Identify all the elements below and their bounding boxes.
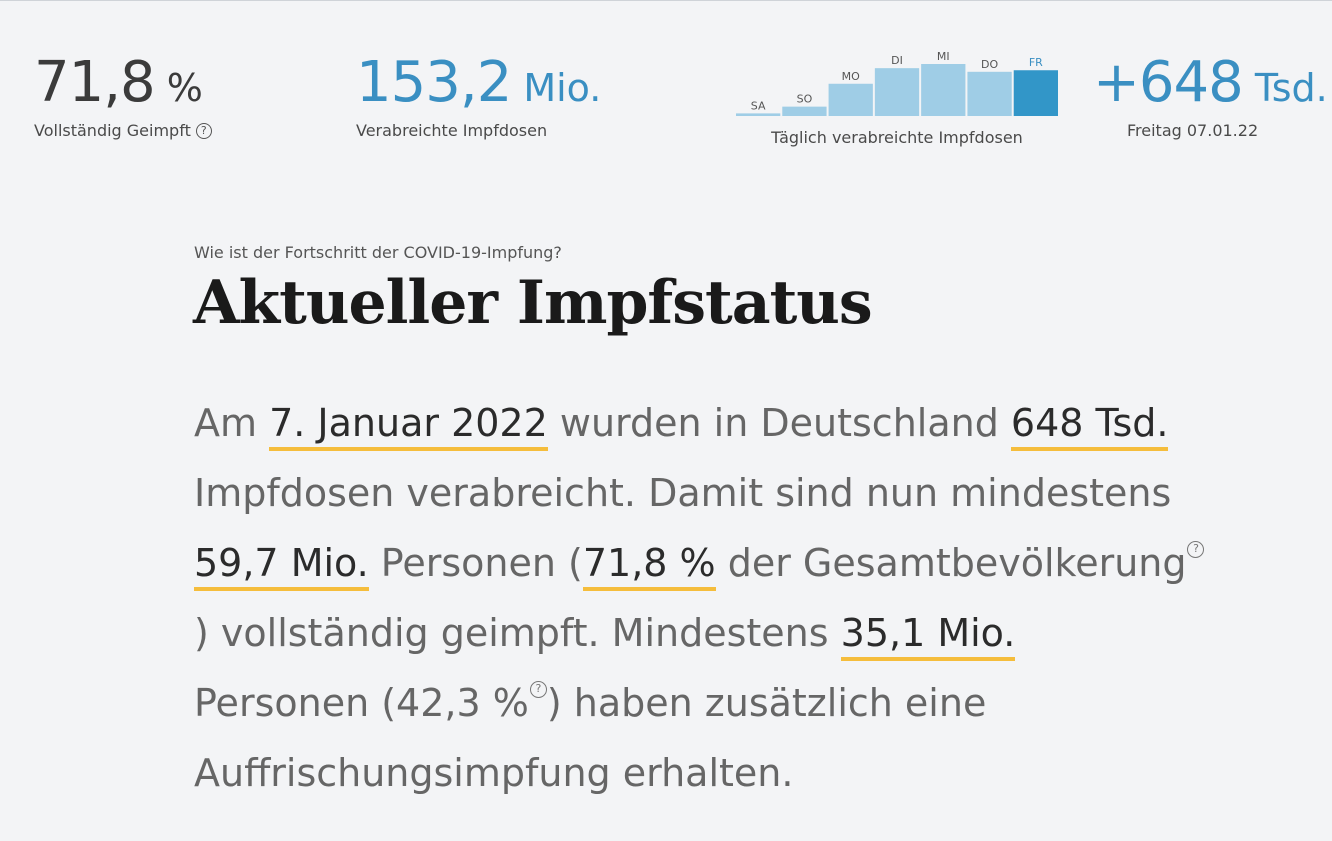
mini-chart-label: Täglich verabreichte Impfdosen [771, 128, 1023, 147]
summary-line-5: Personen (42,3 %?) haben zusätzlich eine [194, 668, 1174, 738]
question-circle-icon[interactable]: ? [529, 680, 547, 698]
bar-label-fr: FR [1029, 56, 1043, 69]
fully-vaccinated-value: 71,8 [34, 50, 156, 115]
summary-line-1: Am 7. Januar 2022 wurden in Deutschland … [194, 388, 1174, 458]
question-circle-icon[interactable]: ? [195, 122, 212, 139]
summary-text: Personen (42,3 % [194, 681, 529, 725]
administered-doses-value: 153,2 [356, 50, 512, 115]
highlight-boosted-people: 35,1 Mio. [840, 611, 1016, 661]
summary-text: Auffrischungsimpfung erhalten. [194, 751, 794, 795]
bar-sa[interactable] [736, 113, 781, 116]
bar-label-di: DI [891, 54, 903, 67]
bar-label-sa: SA [751, 99, 766, 112]
bar-fr[interactable] [1013, 70, 1058, 116]
summary-text: Am [194, 401, 270, 445]
administered-doses-unit: Mio. [523, 66, 602, 110]
summary-text: ) haben zusätzlich eine [546, 681, 987, 725]
bar-label-mo: MO [842, 70, 860, 83]
daily-doses-date: Freitag 07.01.22 [1127, 121, 1259, 140]
highlight-date: 7. Januar 2022 [269, 401, 548, 451]
question-circle-icon[interactable]: ? [1187, 540, 1205, 558]
bar-so[interactable] [782, 106, 827, 116]
stat-fully-vaccinated: 71,8 % Vollständig Geimpft ? [34, 50, 212, 140]
daily-doses-unit: Tsd. [1254, 66, 1328, 110]
stat-administered-doses: 153,2 Mio. Verabreichte Impfdosen [356, 50, 601, 140]
summary-line-2: Impfdosen verabreicht. Damit sind nun mi… [194, 458, 1174, 528]
bar-di[interactable] [874, 68, 920, 116]
bar-label-so: SO [797, 93, 813, 106]
highlight-daily-doses: 648 Tsd. [1010, 401, 1169, 451]
vaccination-summary: Am 7. Januar 2022 wurden in Deutschland … [194, 388, 1205, 808]
bar-do[interactable] [967, 71, 1012, 116]
summary-text: wurden in Deutschland [547, 401, 1011, 445]
summary-line-4: ) vollständig geimpft. Mindestens 35,1 M… [194, 598, 1174, 668]
summary-text: Personen ( [368, 541, 583, 585]
bar-label-do: DO [981, 58, 998, 71]
bar-mi[interactable] [921, 64, 966, 116]
section-kicker: Wie ist der Fortschritt der COVID-19-Imp… [194, 243, 562, 262]
daily-doses-mini-chart[interactable]: SA SO MO DI MI DO FR [736, 40, 1058, 118]
administered-doses-label: Verabreichte Impfdosen [356, 121, 548, 140]
summary-text: der Gesamtbevölkerung [715, 541, 1187, 585]
page-title: Aktueller Impfstatus [193, 268, 873, 338]
highlight-vaccinated-people: 59,7 Mio. [194, 541, 369, 591]
top-divider [0, 0, 1332, 1]
stat-daily-doses: +648 Tsd. Freitag 07.01.22 [1093, 50, 1328, 140]
summary-text: ) vollständig geimpft. Mindestens [194, 611, 841, 655]
bar-label-mi: MI [937, 50, 950, 63]
summary-line-3: 59,7 Mio. Personen (71,8 % der Gesamtbev… [194, 528, 1205, 598]
fully-vaccinated-label: Vollständig Geimpft [34, 121, 191, 140]
bar-mo[interactable] [828, 83, 873, 116]
daily-doses-value: +648 [1093, 50, 1244, 115]
summary-text: Impfdosen verabreicht. Damit sind nun mi… [194, 471, 1172, 515]
summary-line-6: Auffrischungsimpfung erhalten. [194, 738, 1174, 808]
highlight-vaccinated-pct: 71,8 % [582, 541, 716, 591]
fully-vaccinated-unit: % [166, 66, 203, 110]
